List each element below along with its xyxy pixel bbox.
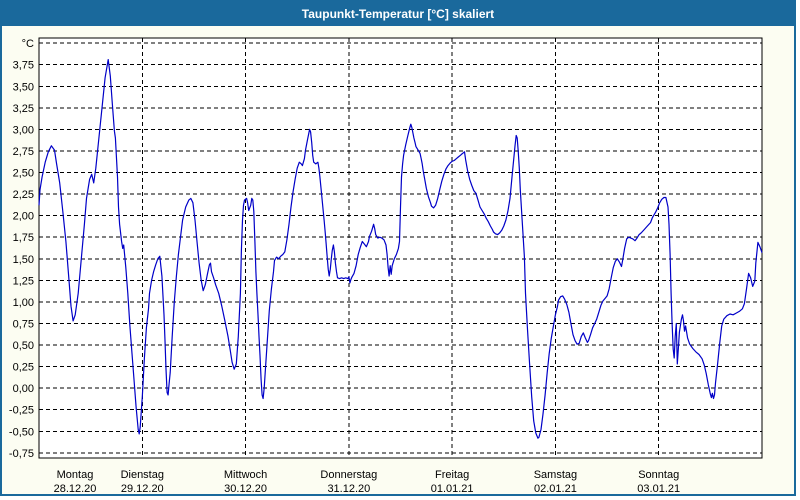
y-axis-tick-label: -0,75 <box>9 448 34 460</box>
chart-region: 3,75 3,50 3,25 3,00 2,75 2,50 2,25 2,00 1,75 1,50… <box>2 26 798 498</box>
y-axis-tick-label: 3,00 <box>13 124 34 136</box>
x-axis-date-label: 29.12.20 <box>121 483 164 495</box>
x-axis-day-label: Samstag <box>534 469 577 481</box>
y-axis-tick-label: 1,25 <box>13 275 34 287</box>
y-axis-tick-label: 2,75 <box>13 146 34 158</box>
y-axis-tick-label: 3,25 <box>13 103 34 115</box>
y-axis-tick-label: 2,00 <box>13 211 34 223</box>
y-axis-tick-label: 0,75 <box>13 319 34 331</box>
dewpoint-temperature-chart: 3,75 3,50 3,25 3,00 2,75 2,50 2,25 2,00 1,75 1,50… <box>9 37 763 495</box>
y-axis-tick-label: 0,25 <box>13 362 34 374</box>
y-axis-tick-label: -0,25 <box>9 405 34 417</box>
y-axis-tick-label: -0,50 <box>9 426 34 438</box>
window-title: Taupunkt-Temperatur [°C] skaliert <box>301 7 495 21</box>
x-axis-day-label: Montag <box>57 469 94 481</box>
y-axis-tick-label: 2,50 <box>13 168 34 180</box>
y-axis-tick-label: 1,75 <box>13 232 34 244</box>
y-axis-tick-label: 1,00 <box>13 297 34 309</box>
y-axis-tick-label: 3,75 <box>13 60 34 72</box>
dewpoint-series-line <box>38 58 763 439</box>
x-axis-date-label: 30.12.20 <box>224 483 267 495</box>
y-axis-tick-label: 2,25 <box>13 189 34 201</box>
x-axis-date-label: 01.01.21 <box>431 483 474 495</box>
x-axis-date-label: 28.12.20 <box>54 483 97 495</box>
y-axis-tick-label: 1,50 <box>13 254 34 266</box>
y-axis-tick-label: 0,50 <box>13 340 34 352</box>
x-axis-date-label: 31.12.20 <box>327 483 370 495</box>
title-bar[interactable]: Taupunkt-Temperatur [°C] skaliert <box>2 2 794 26</box>
y-axis-unit-label: °C <box>22 38 34 50</box>
x-axis-day-label: Dienstag <box>121 469 164 481</box>
x-axis-day-label: Freitag <box>435 469 469 481</box>
plot-frame <box>38 37 763 459</box>
y-axis-tick-label: 0,00 <box>13 383 34 395</box>
x-axis-day-label: Donnerstag <box>320 469 377 481</box>
x-axis-day-label: Mittwoch <box>224 469 267 481</box>
y-axis-tick-label: 3,50 <box>13 81 34 93</box>
x-axis-date-label: 02.01.21 <box>534 483 577 495</box>
x-axis-day-label: Sonntag <box>638 469 679 481</box>
x-axis-date-label: 03.01.21 <box>637 483 680 495</box>
